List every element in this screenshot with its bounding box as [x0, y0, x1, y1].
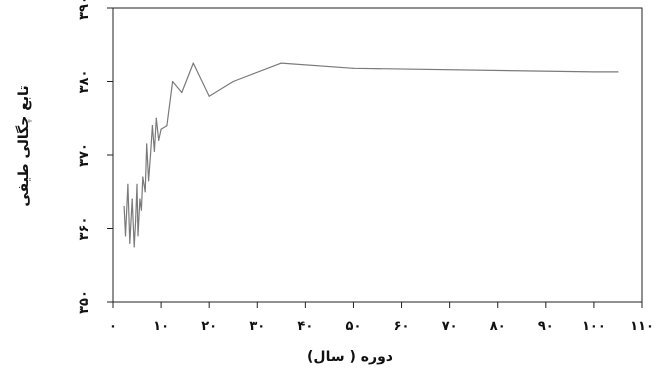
data-point [172, 80, 174, 83]
y-tick-label: ۳۸۰ [77, 70, 92, 94]
data-point [149, 154, 152, 156]
data-point [593, 71, 595, 73]
data-point [192, 62, 194, 64]
data-point [232, 80, 234, 83]
data-point [135, 220, 137, 222]
x-tick-label: ۴۰ [297, 319, 313, 334]
x-axis: ۰ ۱۰ ۲۰ ۳۰ ۴۰ ۵۰ ۶۰ ۷۰ ۸۰ ۹۰ ۱۰۰ ۱۱۰ [109, 302, 654, 334]
data-point [181, 91, 183, 94]
x-tick-label: ۵۰ [346, 319, 362, 334]
x-tick-label: ۳۰ [249, 319, 265, 334]
data-point [151, 125, 154, 127]
data-point [127, 183, 129, 185]
x-tick-label: ۶۰ [394, 319, 410, 334]
data-point [140, 209, 142, 211]
x-tick-label: ۷۰ [442, 319, 458, 334]
y-tick-label: ۳۹۰ [77, 0, 92, 20]
y-axis-title: تابع چگالی طیفی [15, 85, 32, 206]
data-point [153, 150, 155, 152]
data-point [208, 95, 210, 97]
data-point [124, 235, 127, 237]
data-point [129, 242, 131, 244]
y-tick-label: ۳۷۰ [77, 143, 92, 167]
data-points [123, 62, 619, 248]
data-point [155, 117, 157, 119]
data-point [136, 183, 138, 185]
data-point [617, 71, 619, 73]
data-point [146, 143, 148, 145]
y-tick-label: ۳۵۰ [77, 290, 92, 314]
data-point [280, 62, 282, 64]
data-point [137, 235, 139, 237]
data-point [131, 198, 133, 200]
x-tick-label: ۹۰ [538, 319, 554, 334]
x-tick-label: ۱۰۰ [582, 319, 606, 334]
x-tick-label: ۲۰ [201, 319, 217, 334]
plot-frame [112, 7, 643, 303]
data-point [352, 67, 355, 69]
data-point [133, 246, 135, 248]
series-line [123, 62, 618, 248]
data-point [142, 176, 144, 178]
data-point [123, 205, 125, 208]
data-point [160, 128, 162, 130]
x-tick-label: ۸۰ [490, 319, 506, 334]
x-tick-label: ۱۱۰ [630, 319, 654, 334]
x-tick-label: ۱۰ [153, 319, 169, 334]
x-tick-label: ۰ [109, 319, 117, 334]
data-point [144, 191, 146, 193]
data-point [139, 198, 141, 200]
x-axis-title: دوره ( سال) [307, 349, 393, 365]
y-axis: ۳۵۰ ۳۶۰ ۳۷۰ ۳۸۰ ۳۹۰ [77, 0, 113, 314]
data-point [166, 125, 168, 127]
data-point [147, 180, 150, 182]
y-tick-label: ۳۶۰ [77, 217, 92, 241]
data-point [158, 139, 160, 141]
